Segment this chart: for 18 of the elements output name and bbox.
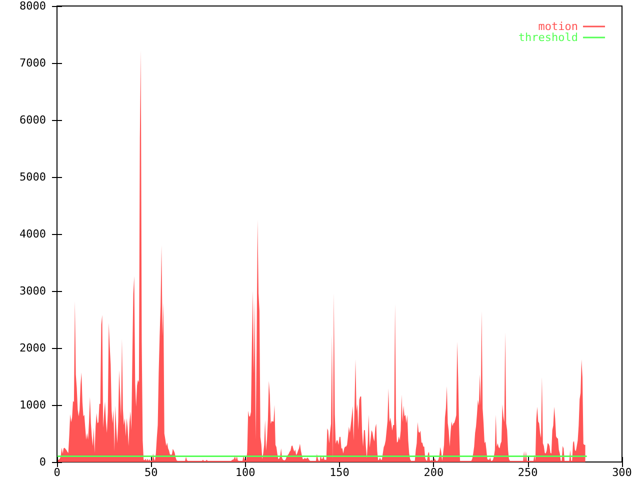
- y-tick-label: 3000: [20, 284, 46, 298]
- x-tick-label: 150: [330, 466, 350, 479]
- y-tick-label: 1000: [20, 398, 46, 412]
- y-tick-label: 2000: [20, 342, 46, 354]
- x-tick-label: 50: [144, 466, 158, 479]
- y-tick-label: 8000: [20, 0, 46, 12]
- y-tick-label: 5000: [20, 170, 46, 184]
- x-tick-label: 100: [235, 466, 256, 479]
- legend-label: motion: [538, 20, 578, 33]
- y-tick-label: 7000: [20, 56, 46, 70]
- x-tick-label: 250: [518, 466, 538, 479]
- x-tick-label: 300: [612, 466, 632, 479]
- x-tick-label: 0: [54, 466, 60, 479]
- y-tick-label: 0: [39, 456, 46, 468]
- x-tick-label: 200: [424, 466, 444, 479]
- legend-label: threshold: [518, 31, 578, 44]
- y-tick-label: 4000: [20, 228, 46, 240]
- y-tick-label: 6000: [20, 114, 46, 126]
